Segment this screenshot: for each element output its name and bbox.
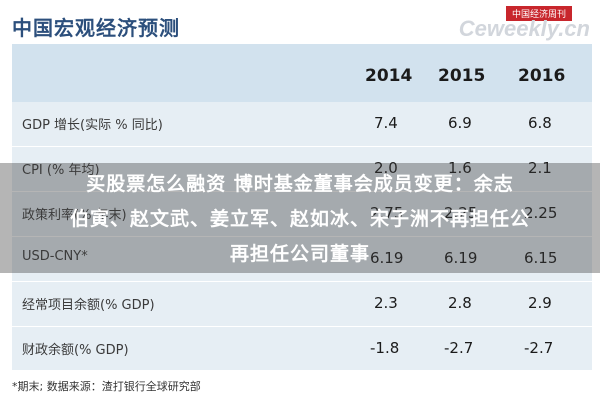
value-2015: 2.8 xyxy=(448,294,472,312)
footnote: *期末; 数据来源：渣打银行全球研究部 xyxy=(12,380,201,393)
overlay-line-2: 伯寅、赵文武、姜立军、赵如冰、宋子洲不再担任公 xyxy=(69,208,530,230)
year-header-2014: 2014 xyxy=(365,66,413,86)
row-label: 财政余额(% GDP) xyxy=(22,343,129,358)
logo-text: Ceweekly.cn xyxy=(458,16,590,41)
row-label: 经常项目余额(% GDP) xyxy=(22,298,155,313)
value-2015: 6.19 xyxy=(444,249,478,267)
header: 中国宏观经济预测 中国经济周刊 Ceweekly.cn xyxy=(0,0,600,44)
value-2016: 6.8 xyxy=(528,114,552,132)
table-row-gdp: GDP 增长(实际 % 同比) 7.4 6.9 6.8 xyxy=(12,102,592,146)
value-2014: 2.75 xyxy=(370,204,404,222)
row-divider xyxy=(12,191,592,192)
value-2016: 6.15 xyxy=(524,249,558,267)
row-divider xyxy=(12,236,592,237)
value-2015: -2.7 xyxy=(444,339,474,357)
row-label: GDP 增长(实际 % 同比) xyxy=(22,118,163,133)
value-2014: 6.19 xyxy=(370,249,404,267)
row-label: USD-CNY* xyxy=(22,249,88,264)
row-label: CPI (% 年均) xyxy=(22,163,100,178)
value-2014: 2.3 xyxy=(374,294,398,312)
table-row-cpi: CPI (% 年均) 2.0 1.6 2.1 xyxy=(12,147,592,191)
overlay-line-3: 再担任公司董事 xyxy=(229,243,370,265)
overlay-line-1: 买股票怎么融资 博时基金董事会成员变更：余志 xyxy=(86,173,514,195)
headline-overlay[interactable]: 买股票怎么融资 博时基金董事会成员变更：余志 伯寅、赵文武、姜立军、赵如冰、宋子… xyxy=(0,163,600,273)
value-2015: 6.9 xyxy=(448,114,472,132)
row-label: 政策利率(% 年末) xyxy=(22,208,127,223)
value-2014: 7.4 xyxy=(374,114,398,132)
table-row-policy-rate: 政策利率(% 年末) 2.75 2.25 2.25 xyxy=(12,192,592,236)
row-divider xyxy=(12,146,592,147)
site-logo: 中国经济周刊 Ceweekly.cn xyxy=(440,6,590,41)
value-2016: 2.1 xyxy=(528,159,552,177)
value-2016: -2.7 xyxy=(524,339,554,357)
table-header-row: 2014 2015 2016 xyxy=(12,44,592,102)
table-row-fiscal-balance: 财政余额(% GDP) -1.8 -2.7 -2.7 xyxy=(12,327,592,371)
year-header-2015: 2015 xyxy=(438,66,486,86)
value-2015: 2.25 xyxy=(444,204,478,222)
table-row-current-account: 经常项目余额(% GDP) 2.3 2.8 2.9 xyxy=(12,282,592,326)
table-row-usd-cny: USD-CNY* 6.19 6.19 6.15 xyxy=(12,237,592,281)
year-header-2016: 2016 xyxy=(518,66,566,86)
value-2015: 1.6 xyxy=(448,159,472,177)
logo-badge: 中国经济周刊 xyxy=(505,6,572,21)
value-2014: -1.8 xyxy=(370,339,400,357)
value-2016: 2.25 xyxy=(524,204,558,222)
value-2014: 2.0 xyxy=(374,159,398,177)
row-divider xyxy=(12,281,592,282)
value-2016: 2.9 xyxy=(528,294,552,312)
row-divider xyxy=(12,326,592,327)
page-title: 中国宏观经济预测 xyxy=(12,16,180,40)
forecast-table: 2014 2015 2016 GDP 增长(实际 % 同比) 7.4 6.9 6… xyxy=(12,44,592,370)
